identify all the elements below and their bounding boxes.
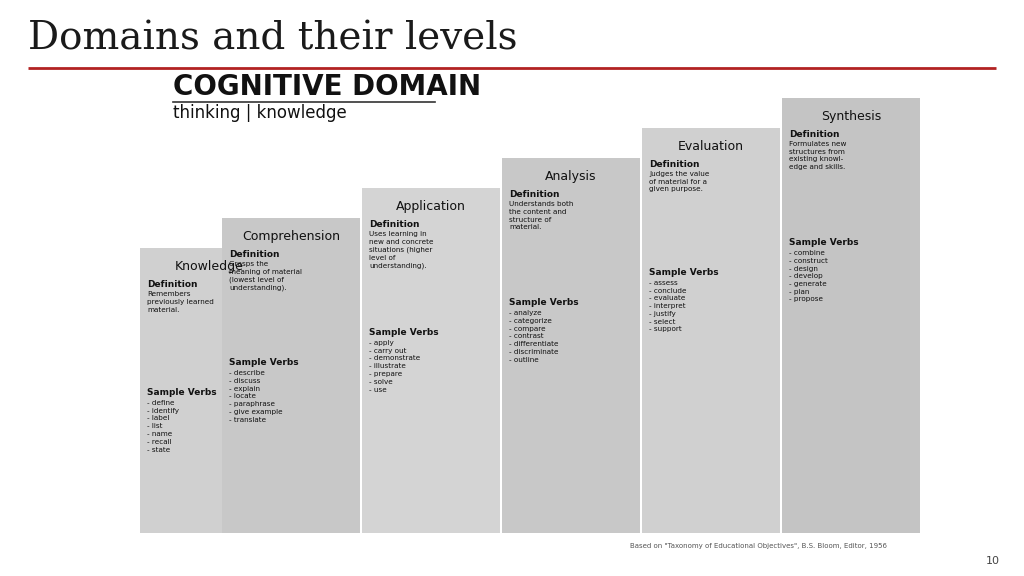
Text: Definition: Definition	[790, 130, 840, 139]
Text: Synthesis: Synthesis	[821, 110, 881, 123]
Bar	[222, 218, 360, 533]
Text: Comprehension: Comprehension	[242, 230, 340, 243]
Bar	[782, 98, 920, 533]
Text: Sample Verbs: Sample Verbs	[229, 358, 299, 367]
Text: Sample Verbs: Sample Verbs	[790, 238, 859, 247]
Text: Definition: Definition	[229, 250, 280, 259]
Text: Definition: Definition	[649, 160, 699, 169]
Bar	[642, 128, 780, 533]
Text: Definition: Definition	[369, 220, 420, 229]
Bar	[140, 248, 278, 533]
Text: Uses learning in
new and concrete
situations (higher
level of
understanding).: Uses learning in new and concrete situat…	[369, 231, 433, 269]
Text: Sample Verbs: Sample Verbs	[369, 328, 438, 337]
Bar	[502, 158, 640, 533]
Text: Understands both
the content and
structure of
material.: Understands both the content and structu…	[509, 201, 573, 230]
Text: Sample Verbs: Sample Verbs	[649, 268, 719, 277]
Bar	[362, 188, 500, 533]
Text: - analyze
- categorize
- compare
- contrast
- differentiate
- discriminate
- out: - analyze - categorize - compare - contr…	[509, 310, 558, 362]
Text: Sample Verbs: Sample Verbs	[509, 298, 579, 307]
Text: Remembers
previously learned
material.: Remembers previously learned material.	[147, 291, 214, 313]
Text: thinking | knowledge: thinking | knowledge	[173, 104, 347, 122]
Text: Sample Verbs: Sample Verbs	[147, 388, 217, 397]
Text: - define
- identify
- label
- list
- name
- recall
- state: - define - identify - label - list - nam…	[147, 400, 179, 453]
Text: Based on "Taxonomy of Educational Objectives", B.S. Bloom, Editor, 1956: Based on "Taxonomy of Educational Object…	[631, 543, 888, 549]
Text: - assess
- conclude
- evaluate
- interpret
- justify
- select
- support: - assess - conclude - evaluate - interpr…	[649, 280, 686, 332]
Text: Formulates new
structures from
existing knowl-
edge and skills.: Formulates new structures from existing …	[790, 141, 847, 170]
Text: Evaluation: Evaluation	[678, 140, 744, 153]
Text: COGNITIVE DOMAIN: COGNITIVE DOMAIN	[173, 73, 481, 101]
Text: Analysis: Analysis	[545, 170, 597, 183]
Text: Knowledge: Knowledge	[174, 260, 244, 273]
Text: Definition: Definition	[147, 280, 198, 289]
Text: 10: 10	[986, 556, 1000, 566]
Text: Application: Application	[396, 200, 466, 213]
Text: - describe
- discuss
- explain
- locate
- paraphrase
- give example
- translate: - describe - discuss - explain - locate …	[229, 370, 283, 423]
Text: - apply
- carry out
- demonstrate
- illustrate
- prepare
- solve
- use: - apply - carry out - demonstrate - illu…	[369, 340, 420, 392]
Text: Definition: Definition	[509, 190, 559, 199]
Text: Judges the value
of material for a
given purpose.: Judges the value of material for a given…	[649, 171, 710, 192]
Text: - combine
- construct
- design
- develop
- generate
- plan
- propose: - combine - construct - design - develop…	[790, 250, 827, 302]
Text: Grasps the
meaning of material
(lowest level of
understanding).: Grasps the meaning of material (lowest l…	[229, 261, 302, 291]
Text: Domains and their levels: Domains and their levels	[28, 20, 517, 57]
